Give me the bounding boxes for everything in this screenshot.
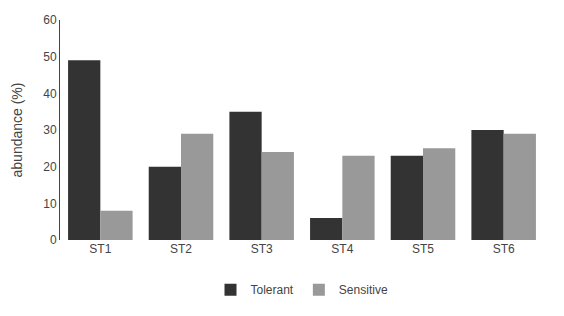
svg-text:abundance (%): abundance (%) <box>9 83 25 178</box>
svg-text:ST4: ST4 <box>331 242 353 256</box>
svg-text:40: 40 <box>43 87 57 101</box>
svg-text:10: 10 <box>43 197 57 211</box>
svg-text:50: 50 <box>43 50 57 64</box>
svg-text:ST6: ST6 <box>493 242 515 256</box>
svg-text:0: 0 <box>50 233 57 247</box>
svg-text:ST5: ST5 <box>412 242 434 256</box>
svg-text:20: 20 <box>43 160 57 174</box>
svg-text:Sensitive: Sensitive <box>339 283 388 297</box>
svg-text:ST1: ST1 <box>89 242 111 256</box>
svg-text:ST3: ST3 <box>251 242 273 256</box>
svg-text:Tolerant: Tolerant <box>251 283 294 297</box>
svg-text:ST2: ST2 <box>170 242 192 256</box>
svg-text:30: 30 <box>43 123 57 137</box>
svg-text:60: 60 <box>43 13 57 27</box>
